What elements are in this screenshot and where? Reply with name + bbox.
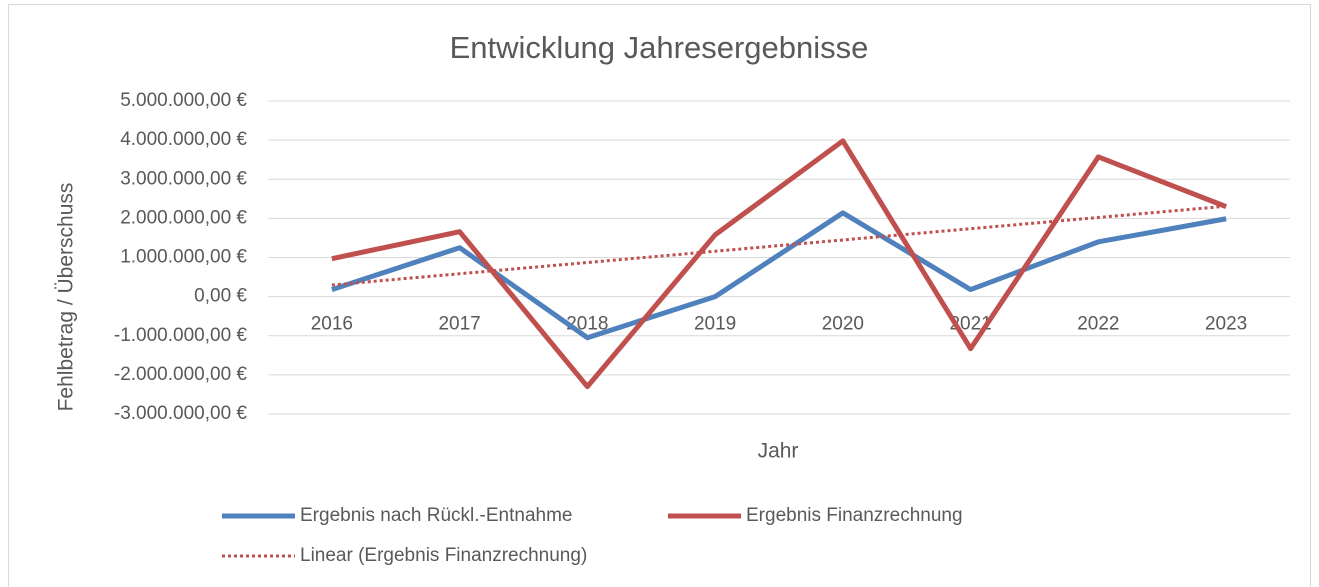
legend-label: Ergebnis Finanzrechnung bbox=[746, 505, 963, 526]
series-line bbox=[331, 210, 1227, 341]
x-tick-label: 2019 bbox=[694, 314, 736, 335]
y-tick-label: 0,00 € bbox=[194, 286, 247, 307]
y-tick-label: -1.000.000,00 € bbox=[114, 325, 248, 346]
chart-border bbox=[8, 4, 1311, 587]
x-tick-label: 2023 bbox=[1205, 314, 1247, 335]
y-tick-label: 2.000.000,00 € bbox=[120, 207, 247, 228]
y-tick-label: -3.000.000,00 € bbox=[114, 403, 248, 424]
y-tick-label: 3.000.000,00 € bbox=[120, 168, 247, 189]
chart-title: Entwicklung Jahresergebnisse bbox=[450, 30, 869, 65]
y-tick-label: 4.000.000,00 € bbox=[120, 129, 247, 150]
y-axis-label: Fehlbetrag / Überschuss bbox=[55, 183, 78, 412]
x-tick-label: 2016 bbox=[311, 314, 353, 335]
series-line bbox=[331, 138, 1228, 390]
x-tick-label: 2017 bbox=[438, 314, 480, 335]
y-tick-label: 1.000.000,00 € bbox=[120, 247, 247, 268]
y-tick-label: -2.000.000,00 € bbox=[114, 364, 248, 385]
x-axis-label: Jahr bbox=[758, 440, 799, 463]
x-tick-label: 2020 bbox=[822, 314, 864, 335]
x-tick-label: 2022 bbox=[1077, 314, 1119, 335]
legend-label: Linear (Ergebnis Finanzrechnung) bbox=[300, 545, 587, 566]
y-tick-label: 5.000.000,00 € bbox=[120, 90, 247, 111]
legend-label: Ergebnis nach Rückl.-Entnahme bbox=[300, 505, 572, 526]
